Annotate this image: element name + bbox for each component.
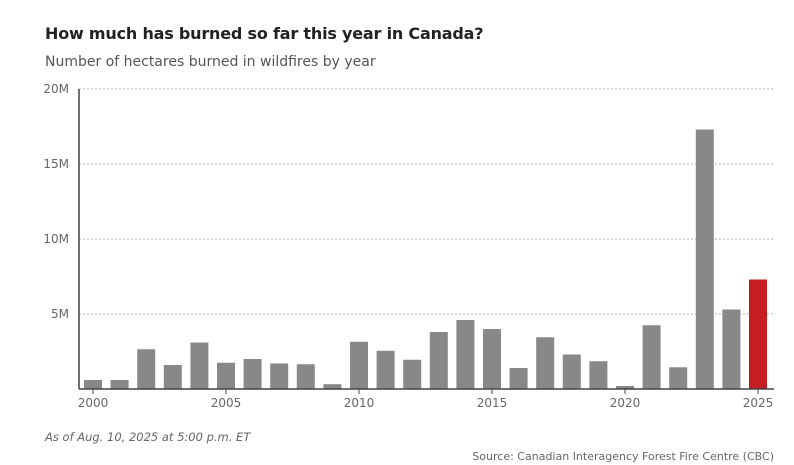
bar-2018 xyxy=(562,354,581,389)
bar-2012 xyxy=(403,359,422,389)
source-credit: Source: Canadian Interagency Forest Fire… xyxy=(472,450,774,463)
bar-2010 xyxy=(350,341,368,389)
bar-2001 xyxy=(110,380,129,389)
bar-2014 xyxy=(456,320,475,389)
bar-2019 xyxy=(589,361,608,389)
bar-2009 xyxy=(323,384,342,389)
timestamp-note: As of Aug. 10, 2025 at 5:00 p.m. ET xyxy=(45,430,251,444)
x-tick-label: 2025 xyxy=(743,396,774,410)
bar-2005 xyxy=(217,362,235,389)
bar-2004 xyxy=(190,342,209,389)
bar-2011 xyxy=(376,350,395,389)
bar-2003 xyxy=(163,365,182,389)
bar-2024 xyxy=(722,309,741,389)
y-tick-label: 10M xyxy=(43,232,69,246)
chart-title: How much has burned so far this year in … xyxy=(45,24,484,43)
bar-2015 xyxy=(483,329,501,389)
y-tick-label: 5M xyxy=(51,307,69,321)
x-tick-label: 2000 xyxy=(78,396,109,410)
bar-2008 xyxy=(296,364,315,389)
bar-2025 xyxy=(749,279,767,389)
bar-2016 xyxy=(509,368,528,389)
bar-2006 xyxy=(243,359,262,389)
bar-2017 xyxy=(536,337,555,389)
bar-2013 xyxy=(429,332,448,389)
x-tick-label: 2020 xyxy=(610,396,641,410)
bar-2002 xyxy=(137,349,156,389)
x-tick-label: 2005 xyxy=(211,396,242,410)
bar-2000 xyxy=(84,380,102,389)
y-tick-label: 15M xyxy=(43,157,69,171)
bar-2021 xyxy=(642,325,661,389)
bar-2007 xyxy=(270,363,289,389)
chart-subtitle: Number of hectares burned in wildfires b… xyxy=(45,54,376,70)
bar-2020 xyxy=(616,386,634,389)
bar-2023 xyxy=(695,129,714,389)
x-tick-label: 2015 xyxy=(477,396,508,410)
x-tick-label: 2010 xyxy=(344,396,375,410)
bar-2022 xyxy=(669,367,688,389)
y-tick-label: 20M xyxy=(43,82,69,96)
